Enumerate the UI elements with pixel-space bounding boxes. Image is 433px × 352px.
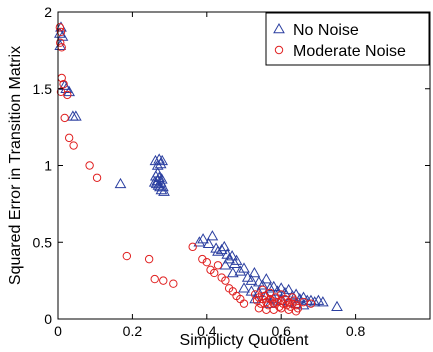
x-tick-label: 0.8 (346, 323, 366, 339)
triangle-point (275, 282, 288, 293)
circle-point (85, 161, 94, 170)
circle-point (92, 173, 102, 182)
triangle-point (226, 250, 238, 261)
triangle-point (156, 154, 169, 166)
circle-legend-marker (274, 45, 284, 55)
legend-label: No Noise (293, 22, 359, 39)
triangle-point (308, 296, 321, 307)
triangle-point (218, 240, 231, 252)
triangle-point (193, 236, 206, 247)
circle-point (56, 27, 66, 37)
circle-point (64, 133, 74, 143)
series-moderate-noise (55, 23, 316, 316)
triangle-point (260, 273, 273, 284)
circle-point (265, 288, 275, 298)
triangle-point (158, 185, 170, 196)
circle-point (221, 276, 230, 285)
circle-point (55, 23, 65, 32)
circle-point (254, 293, 264, 302)
triangle-legend-marker (273, 22, 285, 34)
circle-point (239, 299, 249, 308)
triangle-point (69, 110, 82, 121)
circle-point (122, 251, 132, 261)
circle-point (277, 290, 286, 299)
triangle-point (317, 296, 329, 307)
x-axis-label: Simplicty Quotient (180, 332, 309, 349)
x-tick-label: 0.2 (123, 323, 143, 339)
triangle-point (256, 279, 269, 290)
legend: No Noise Moderate Noise (265, 12, 430, 66)
triangle-point (226, 266, 239, 278)
circle-point (198, 254, 207, 264)
y-axis-label: Squared Error in Transition Matrix (7, 46, 24, 285)
legend-item-no-noise: No Noise (273, 22, 359, 39)
legend-label: Moderate Noise (293, 43, 406, 60)
triangle-point (248, 266, 261, 278)
triangle-point (230, 254, 243, 265)
triangle-point (197, 233, 209, 244)
triangle-point (253, 286, 265, 298)
x-tick-label: 0.4 (197, 323, 217, 339)
data-marks (53, 21, 343, 316)
triangle-point (151, 167, 164, 178)
circle-point (63, 90, 72, 100)
y-tick-label: 2 (44, 4, 52, 20)
circle-point (273, 297, 282, 307)
circle-point (213, 261, 223, 270)
triangle-point (245, 274, 258, 285)
series-no-noise (53, 21, 343, 311)
triangle-point (153, 153, 166, 164)
legend-item-moderate-noise: Moderate Noise (274, 43, 406, 60)
triangle-point (215, 243, 228, 255)
circle-point (291, 307, 301, 316)
circle-point (306, 299, 316, 308)
circle-point (69, 141, 78, 150)
triangle-point (238, 282, 250, 293)
circle-point (278, 299, 288, 308)
triangle-point (238, 262, 250, 273)
legend-box (265, 12, 430, 66)
circle-point (188, 242, 197, 252)
triangle-point (267, 280, 280, 292)
x-tick-label: 0 (54, 323, 62, 339)
y-tick-label: 0 (44, 311, 52, 327)
circle-point (144, 254, 154, 264)
triangle-point (206, 230, 219, 241)
circle-point (59, 79, 68, 89)
circle-point (169, 279, 178, 288)
triangle-point (114, 177, 127, 189)
triangle-point (264, 297, 276, 308)
triangle-point (331, 300, 343, 311)
y-tick-label: 1 (44, 158, 52, 174)
circle-point (159, 276, 168, 285)
circle-point (258, 285, 267, 295)
triangle-point (202, 237, 215, 249)
triangle-point (148, 176, 161, 187)
circle-point (202, 258, 212, 267)
y-tick-label: 1.5 (33, 81, 53, 97)
triangle-point (279, 286, 291, 298)
y-tick-label: 0.5 (33, 234, 53, 250)
circle-point (60, 113, 69, 123)
triangle-point (223, 253, 235, 264)
triangle-point (264, 282, 276, 293)
circle-point (150, 274, 159, 284)
circle-point (288, 293, 297, 302)
triangle-point (219, 259, 232, 270)
triangle-point (282, 283, 295, 295)
x-tick-label: 0.6 (271, 323, 291, 339)
circle-point (210, 268, 219, 278)
triangle-point (234, 265, 247, 276)
circle-point (254, 304, 264, 313)
circle-point (277, 304, 286, 313)
circle-point (56, 38, 65, 47)
axis-ticks: 0 0.2 0.4 0.6 0.8 0 0.5 1 1.5 2 (33, 4, 430, 339)
triangle-point (249, 293, 262, 304)
